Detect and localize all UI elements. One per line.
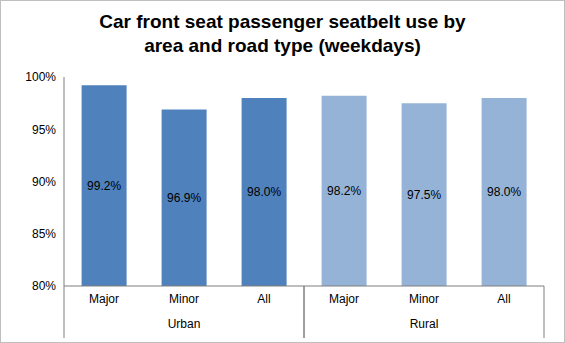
svg-text:99.2%: 99.2% [87,179,121,193]
svg-text:Major: Major [89,292,119,306]
html-text:Car front seat passenger seatb: Car front seat passenger seatbelt use by… [99,11,466,56]
svg-text:85%: 85% [32,227,56,241]
svg-text:100%: 100% [25,70,56,84]
svg-text:Major: Major [329,292,359,306]
svg-text:90%: 90% [32,175,56,189]
svg-text:Minor: Minor [169,292,199,306]
svg-text:96.9%: 96.9% [167,191,201,205]
svg-text:95%: 95% [32,123,56,137]
svg-text:80%: 80% [32,279,56,293]
svg-text:Urban: Urban [168,317,201,331]
svg-text:97.5%: 97.5% [407,188,441,202]
svg-text:98.0%: 98.0% [487,185,521,199]
svg-text:Minor: Minor [409,292,439,306]
svg-text:All: All [257,292,270,306]
svg-text:98.2%: 98.2% [327,184,361,198]
svg-text:98.0%: 98.0% [247,185,281,199]
svg-text:Rural: Rural [410,317,439,331]
svg-text:All: All [497,292,510,306]
